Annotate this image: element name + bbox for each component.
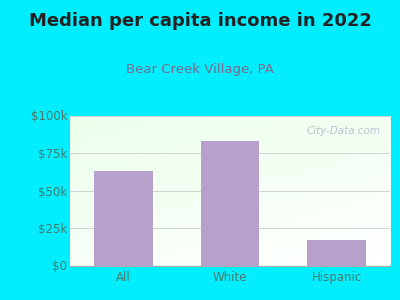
Bar xyxy=(94,171,153,266)
Bar xyxy=(201,141,259,266)
Text: Median per capita income in 2022: Median per capita income in 2022 xyxy=(28,12,372,30)
Text: Bear Creek Village, PA: Bear Creek Village, PA xyxy=(126,63,274,76)
Bar xyxy=(307,240,366,266)
Text: City-Data.com: City-Data.com xyxy=(306,126,380,136)
